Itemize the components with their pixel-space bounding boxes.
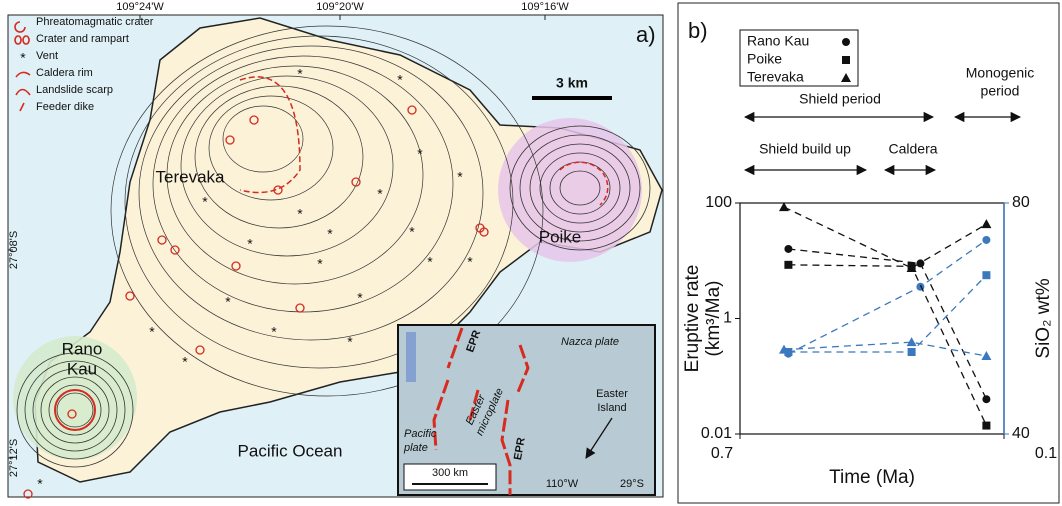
rate-point xyxy=(982,422,990,430)
plot-frame xyxy=(740,203,1004,434)
legend-label: Terevaka xyxy=(747,69,804,85)
rate-line xyxy=(788,265,986,426)
y2-tick-label: 80 xyxy=(1012,194,1030,211)
rate-line xyxy=(788,249,986,399)
legend-label: Phreatomagmatic crater xyxy=(36,16,154,28)
inset-label: 300 km xyxy=(432,467,468,479)
inset-label: Pacific xyxy=(404,428,437,440)
legend-label: Feeder dike xyxy=(36,101,94,113)
sio2-point xyxy=(908,348,916,356)
vent: * xyxy=(457,169,463,185)
x-tick-label: 0.7 xyxy=(711,445,733,462)
rate-point xyxy=(784,261,792,269)
y2-tick-label: 40 xyxy=(1012,425,1030,442)
legend-marker xyxy=(842,56,850,64)
vent: * xyxy=(409,224,415,240)
y-axis-label: (km³/Ma) xyxy=(703,281,724,357)
y-axis-label: Eruptive rate xyxy=(682,265,703,373)
vent: * xyxy=(327,226,333,242)
inset-label: 110°W xyxy=(546,478,579,490)
legend-label: Rano Kau xyxy=(747,33,809,49)
sio2-line xyxy=(784,342,986,356)
vent: * xyxy=(225,294,231,310)
vent: * xyxy=(247,236,253,252)
y-tick-label: 0.01 xyxy=(701,425,732,442)
vent: * xyxy=(149,324,155,340)
place-label: Terevaka xyxy=(156,167,226,186)
vent: * xyxy=(397,72,403,88)
lon-label: 109°20'W xyxy=(316,1,364,13)
place-label: Poike xyxy=(539,227,582,246)
y-tick-label: 1 xyxy=(723,310,732,327)
vent: * xyxy=(377,186,383,202)
vent: * xyxy=(417,146,423,162)
rate-line xyxy=(784,207,986,268)
x-tick-label: 0.1 xyxy=(1035,445,1057,462)
legend-label: Landslide scarp xyxy=(36,84,113,96)
panel-label: b) xyxy=(688,18,708,43)
legend-marker xyxy=(842,38,850,46)
vent: * xyxy=(427,254,433,270)
rate-point xyxy=(982,395,990,403)
vent: * xyxy=(271,324,277,340)
sio2-line xyxy=(788,275,986,352)
inset-label: Island xyxy=(597,402,626,414)
sio2-point xyxy=(981,351,991,360)
chart-panel: b) 0.7 0.1 0.01 1 100 40 80 Time (Ma) Eruptive ra… xyxy=(678,3,1059,503)
vent: * xyxy=(182,354,188,370)
sio2-point xyxy=(907,337,917,346)
lon-label: 109°24'W xyxy=(116,1,164,13)
period-label: Monogenic xyxy=(966,65,1035,81)
vent: * xyxy=(347,334,353,350)
map-panel: ********************Phreatomagmatic crat… xyxy=(8,1,663,498)
vent: * xyxy=(202,194,208,210)
inset-legend xyxy=(406,332,416,382)
vent: * xyxy=(317,256,323,272)
lon-label: 109°16'W xyxy=(521,1,569,13)
legend-label: Caldera rim xyxy=(36,67,93,79)
rate-point xyxy=(916,259,924,267)
period-label: Shield build up xyxy=(759,141,851,157)
legend-label: Crater and rampart xyxy=(36,33,129,45)
place-label: Pacific Ocean xyxy=(238,441,343,460)
panel-label: a) xyxy=(636,22,656,47)
period-label: period xyxy=(981,83,1020,99)
x-axis-label: Time (Ma) xyxy=(829,467,915,488)
vent: * xyxy=(357,290,363,306)
inset-label: Easter xyxy=(596,388,628,400)
scale-label: 3 km xyxy=(556,75,588,91)
inset-label: plate xyxy=(403,442,428,454)
y2-axis-label: SiO₂ wt% xyxy=(1033,278,1054,358)
rate-point xyxy=(981,219,991,228)
period-label: Caldera xyxy=(888,141,937,157)
vent: * xyxy=(37,476,43,492)
place-label: Rano xyxy=(62,339,103,358)
vent: * xyxy=(467,254,473,270)
legend-icon: * xyxy=(20,50,26,66)
y-tick-label: 100 xyxy=(705,194,732,211)
place-label: Kau xyxy=(67,359,97,378)
legend-label: Vent xyxy=(36,50,58,62)
sio2-point xyxy=(982,271,990,279)
vent: * xyxy=(297,206,303,222)
inset-label: 29°S xyxy=(620,478,644,490)
rate-point xyxy=(784,245,792,253)
figure: ********************Phreatomagmatic crat… xyxy=(0,0,1062,506)
period-label: Shield period xyxy=(799,91,881,107)
sio2-point xyxy=(982,236,990,244)
vent: * xyxy=(297,66,303,82)
legend-label: Poike xyxy=(747,51,782,67)
inset-label: Nazca plate xyxy=(561,336,619,348)
